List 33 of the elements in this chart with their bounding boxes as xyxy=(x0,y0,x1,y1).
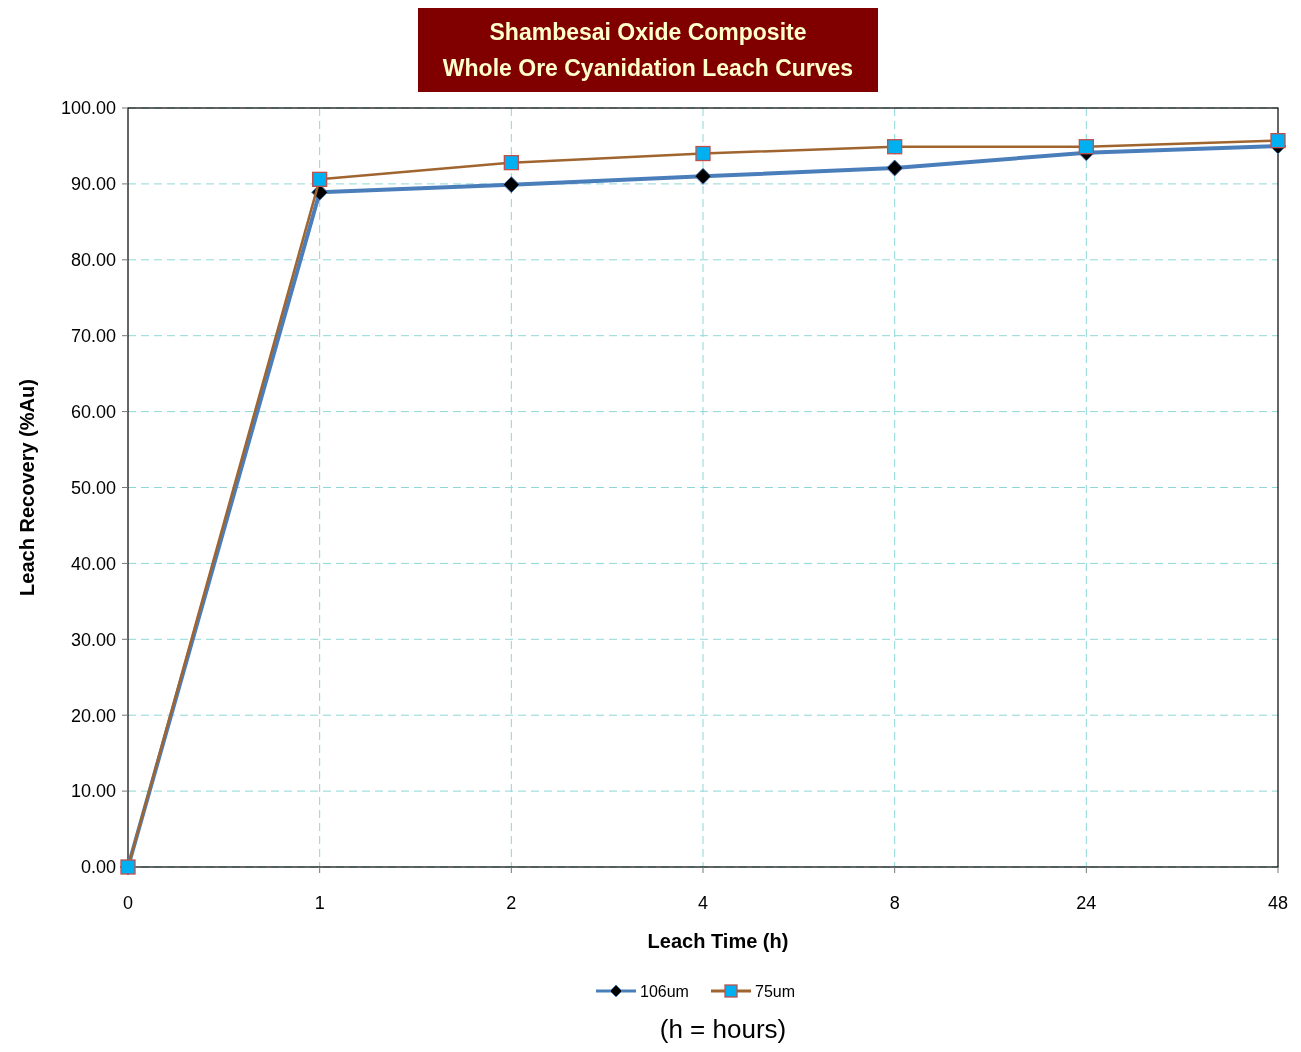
point xyxy=(695,145,711,162)
y-tick-label: 10.00 xyxy=(70,781,116,802)
legend-label: 106um xyxy=(640,982,689,1000)
x-tick-label: 0 xyxy=(122,893,134,913)
x-tick-label: 2 xyxy=(506,893,517,913)
point xyxy=(1078,139,1094,155)
x-tick-label: 4 xyxy=(697,893,709,913)
point xyxy=(312,171,328,187)
y-tick-label: 0.00 xyxy=(80,857,116,878)
x-tick-label: 48 xyxy=(1267,893,1289,913)
point xyxy=(886,159,904,177)
x-tick-label: 24 xyxy=(1076,893,1097,913)
y-tick-label: 80.00 xyxy=(70,250,116,271)
point xyxy=(1270,132,1286,149)
point xyxy=(694,167,712,185)
point xyxy=(502,176,520,194)
legend-label: 75um xyxy=(755,982,796,1000)
x-tick-label: 1 xyxy=(314,893,325,913)
point xyxy=(503,155,519,171)
y-tick-label: 30.00 xyxy=(70,629,116,650)
text: (h = hours) xyxy=(659,1014,787,1044)
y-tick-label: 100.00 xyxy=(60,98,116,119)
y-tick-label: 40.00 xyxy=(70,553,116,574)
x-tick-label: 8 xyxy=(889,893,900,913)
y-tick-label: 50.00 xyxy=(70,477,116,498)
y-tick-label: 90.00 xyxy=(70,174,116,195)
y-tick-label: 20.00 xyxy=(70,705,116,726)
y-tick-label: 60.00 xyxy=(70,401,116,422)
x-axis-title: Leach Time (h) xyxy=(647,930,789,952)
chart-title: Shambesai Oxide Composite Whole Ore Cyanidation Leach Curves xyxy=(442,19,854,81)
point xyxy=(887,139,903,155)
y-tick-label: 70.00 xyxy=(70,326,116,346)
y-axis-title: Leach Recovery (%Au) xyxy=(16,379,38,596)
